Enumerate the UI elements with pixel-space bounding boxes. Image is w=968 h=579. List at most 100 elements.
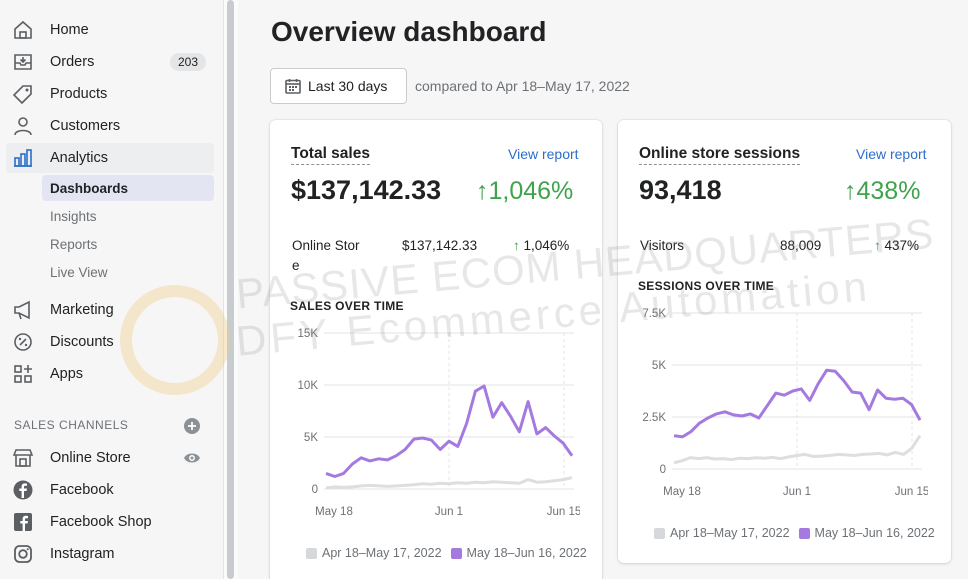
sidebar-item-instagram[interactable]: Instagram — [0, 539, 224, 569]
person-icon — [12, 115, 34, 137]
breakdown-label: Online Stor — [292, 238, 360, 253]
compare-text: compared to Apr 18–May 17, 2022 — [415, 78, 630, 94]
breakdown-change-value: 1,046% — [523, 238, 570, 253]
legend-swatch-previous — [306, 547, 317, 559]
sessions-value: 93,418 — [639, 175, 722, 205]
y-tick-label: 5K — [304, 432, 318, 444]
apps-icon — [12, 363, 34, 385]
sidebar-subitem-dashboards[interactable]: Dashboards — [42, 175, 214, 201]
total-sales-change: ↑1,046% — [476, 177, 574, 205]
previous-series-line — [325, 476, 573, 490]
facebook-icon — [12, 479, 34, 501]
sidebar-item-products[interactable]: Products — [0, 79, 224, 109]
page-title: Overview dashboard — [271, 16, 547, 47]
sidebar-item-label: Apps — [50, 366, 84, 382]
instagram-icon — [12, 543, 34, 565]
discount-icon — [12, 331, 34, 353]
sidebar-item-label: Products — [50, 86, 108, 102]
tag-icon — [12, 83, 34, 105]
sidebar-item-label: Instagram — [50, 546, 115, 562]
current-series-line — [325, 384, 574, 478]
orders-count-badge: 203 — [169, 53, 206, 71]
view-report-link[interactable]: View report — [508, 146, 579, 162]
legend-swatch-previous — [654, 527, 665, 539]
sales-channels-title: SALES CHANNELS — [14, 418, 129, 432]
bar-chart-icon — [12, 147, 34, 169]
sidebar: Home Orders 203 Products Customers Analy… — [0, 0, 224, 579]
breakdown-change: ↑ 437% — [874, 238, 919, 253]
sidebar-item-label: Facebook Shop — [50, 514, 152, 530]
legend-current: May 18–Jun 16, 2022 — [466, 546, 587, 560]
sidebar-item-facebook[interactable]: Facebook — [0, 475, 224, 505]
x-tick-label: Jun 1 — [435, 506, 463, 518]
y-tick-label: 0 — [312, 484, 318, 496]
total-sales-value: $137,142.33 — [291, 175, 442, 205]
analytics-highlight — [6, 143, 214, 173]
sidebar-item-discounts[interactable]: Discounts — [0, 327, 224, 357]
sidebar-item-home[interactable]: Home — [0, 15, 224, 45]
legend-swatch-current — [450, 547, 462, 559]
sales-chart: 0 5K 10K 15K May 18 Jun 1 Jun 15 — [298, 328, 580, 518]
chart-title: SESSIONS OVER TIME — [638, 279, 775, 293]
sidebar-item-online-store[interactable]: Online Store — [0, 443, 224, 473]
legend-previous: Apr 18–May 17, 2022 — [322, 546, 442, 560]
store-icon — [12, 447, 34, 469]
y-tick-label: 5K — [652, 360, 666, 372]
legend-current: May 18–Jun 16, 2022 — [814, 526, 935, 540]
sidebar-item-label: Orders — [50, 54, 95, 70]
y-tick-label: 15K — [298, 328, 319, 340]
y-tick-label: 7.5K — [642, 308, 666, 320]
sidebar-item-label: Discounts — [50, 334, 114, 350]
card-title[interactable]: Online store sessions — [639, 145, 801, 165]
breakdown-value: 88,009 — [780, 238, 822, 253]
sidebar-item-analytics[interactable]: Analytics — [0, 143, 224, 173]
card-title[interactable]: Total sales — [291, 145, 370, 165]
legend-swatch-current — [798, 527, 810, 539]
sidebar-scrollbar[interactable] — [227, 0, 234, 579]
sidebar-item-label: Analytics — [50, 150, 109, 166]
sidebar-item-label: Facebook — [50, 482, 114, 498]
sidebar-subitem-live-view[interactable]: Live View — [50, 264, 108, 280]
sidebar-item-facebook-shop[interactable]: Facebook Shop — [0, 507, 224, 537]
x-tick-label: May 18 — [315, 506, 353, 518]
orders-icon — [12, 51, 34, 73]
facebook-icon — [12, 511, 34, 533]
date-range-label: Last 30 days — [308, 78, 388, 94]
sidebar-subitem-insights[interactable]: Insights — [50, 208, 97, 224]
x-tick-label: Jun 15 — [895, 486, 928, 498]
arrow-up-icon: ↑ — [513, 238, 524, 253]
x-tick-label: Jun 15 — [547, 506, 580, 518]
chart-legend: Apr 18–May 17, 2022 May 18–Jun 16, 2022 — [654, 526, 935, 540]
chart-title: SALES OVER TIME — [290, 299, 404, 313]
sessions-chart: 0 2.5K 5K 7.5K May 18 Jun 1 Jun 15 — [642, 308, 928, 498]
home-icon — [12, 19, 34, 41]
breakdown-label-wrap: e — [292, 258, 300, 273]
sessions-change: ↑438% — [844, 177, 921, 205]
y-tick-label: 2.5K — [642, 412, 666, 424]
megaphone-icon — [12, 299, 34, 321]
previous-series-line — [673, 434, 922, 465]
y-tick-label: 10K — [298, 380, 319, 392]
sidebar-item-customers[interactable]: Customers — [0, 111, 224, 141]
sidebar-item-orders[interactable]: Orders 203 — [0, 47, 224, 77]
add-channel-icon[interactable] — [184, 418, 200, 434]
current-series-line — [673, 368, 922, 439]
x-tick-label: Jun 1 — [783, 486, 811, 498]
sidebar-item-label: Home — [50, 22, 89, 38]
legend-previous: Apr 18–May 17, 2022 — [670, 526, 790, 540]
x-tick-label: May 18 — [663, 486, 701, 498]
sidebar-item-apps[interactable]: Apps — [0, 359, 224, 389]
sidebar-item-label: Marketing — [50, 302, 114, 318]
eye-icon[interactable] — [183, 449, 201, 467]
breakdown-change: ↑ 1,046% — [513, 238, 569, 253]
sidebar-item-marketing[interactable]: Marketing — [0, 295, 224, 325]
view-report-link[interactable]: View report — [856, 146, 927, 162]
sidebar-item-label: Customers — [50, 118, 121, 134]
calendar-icon — [285, 79, 301, 94]
sidebar-item-label: Online Store — [50, 450, 131, 466]
y-tick-label: 0 — [660, 464, 666, 476]
date-range-button[interactable]: Last 30 days — [270, 68, 407, 104]
sidebar-subitem-reports[interactable]: Reports — [50, 236, 98, 252]
arrow-up-icon: ↑ — [874, 238, 885, 253]
chart-legend: Apr 18–May 17, 2022 May 18–Jun 16, 2022 — [306, 546, 587, 560]
